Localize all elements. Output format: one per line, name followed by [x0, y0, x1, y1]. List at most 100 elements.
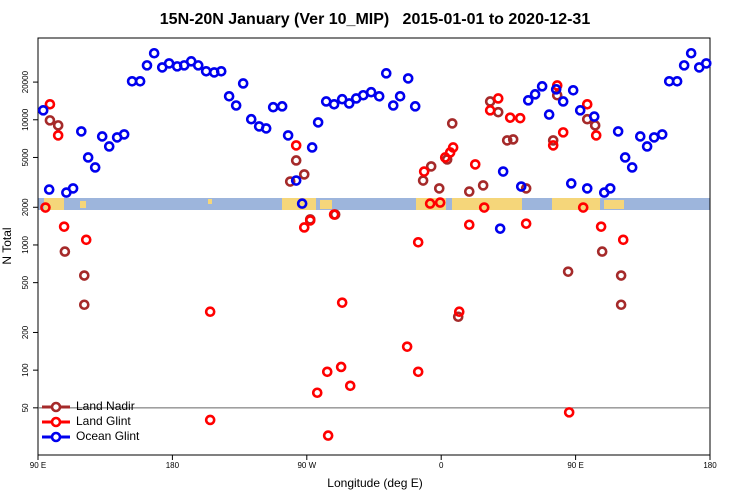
data-point	[365, 86, 377, 98]
data-point	[446, 118, 458, 129]
data-point	[536, 81, 548, 92]
data-point	[494, 223, 506, 234]
data-point	[463, 186, 475, 197]
data-point	[617, 234, 629, 246]
data-point	[412, 237, 424, 248]
data-point	[267, 101, 279, 113]
data-point	[433, 183, 445, 194]
x-axis-label: Longitude (deg E)	[327, 476, 422, 490]
data-point	[596, 246, 608, 257]
data-point	[200, 65, 212, 77]
data-point	[567, 84, 579, 96]
data-point	[89, 162, 101, 173]
data-point	[543, 109, 555, 120]
data-point	[343, 98, 355, 109]
data-point	[312, 117, 324, 128]
legend-label: Land Glint	[76, 414, 131, 428]
data-point	[563, 407, 575, 418]
data-point	[434, 197, 446, 208]
data-point	[52, 130, 64, 141]
data-point	[328, 209, 340, 220]
data-point	[685, 47, 697, 59]
data-point	[463, 219, 475, 231]
data-point	[298, 169, 310, 180]
legend-label: Land Nadir	[76, 399, 135, 413]
data-point	[565, 178, 577, 189]
data-point	[547, 135, 559, 146]
data-point	[671, 75, 683, 87]
data-point	[290, 140, 302, 151]
data-point	[103, 141, 115, 152]
data-point	[304, 215, 316, 226]
data-point	[514, 112, 526, 124]
data-point	[373, 90, 385, 102]
data-point	[148, 47, 160, 59]
data-point	[452, 311, 464, 323]
legend-label: Ocean Glint	[76, 429, 140, 443]
data-point	[595, 221, 607, 232]
data-point	[204, 414, 216, 426]
y-tick-label: 20000	[21, 70, 30, 93]
data-point	[402, 73, 414, 84]
data-point	[43, 184, 55, 195]
data-point	[447, 142, 459, 153]
data-point	[529, 89, 541, 100]
data-point	[550, 84, 562, 95]
data-point	[515, 181, 527, 192]
data-point	[298, 222, 310, 233]
data-point	[245, 113, 257, 125]
data-point	[58, 221, 70, 232]
data-point	[40, 202, 51, 213]
data-point	[335, 361, 347, 373]
data-point	[425, 161, 437, 172]
data-point	[96, 131, 108, 142]
data-point	[678, 60, 690, 71]
data-point	[311, 387, 323, 399]
data-point	[296, 198, 308, 209]
map-strip	[38, 198, 710, 210]
data-point	[557, 127, 569, 138]
data-point	[59, 246, 71, 257]
data-point	[477, 180, 489, 191]
data-point	[557, 96, 569, 107]
data-point	[581, 183, 593, 194]
legend-marker	[50, 431, 62, 443]
data-point	[484, 105, 496, 116]
x-tick-label: 180	[166, 461, 180, 470]
x-tick-label: 90 E	[567, 461, 583, 470]
data-point	[520, 218, 532, 229]
data-point	[615, 299, 627, 311]
data-point	[604, 183, 616, 194]
data-point	[192, 60, 204, 71]
data-point	[76, 126, 87, 137]
y-axis-label: N Total	[0, 227, 14, 264]
y-tick-label: 5000	[21, 148, 30, 166]
data-point	[284, 176, 296, 187]
data-point	[507, 134, 519, 145]
data-point	[141, 60, 153, 71]
data-point	[588, 111, 600, 122]
data-point	[619, 152, 631, 163]
x-tick-label: 0	[439, 461, 444, 470]
data-point	[230, 100, 242, 111]
data-point	[344, 380, 356, 392]
data-point	[118, 129, 130, 140]
data-point	[522, 95, 534, 106]
data-point	[418, 166, 430, 177]
data-point	[577, 202, 589, 213]
data-point	[37, 105, 49, 116]
data-point	[52, 120, 64, 131]
data-point	[551, 89, 563, 101]
data-point	[634, 131, 646, 142]
plot-frame	[37, 37, 711, 456]
data-point	[412, 366, 424, 378]
data-point	[497, 166, 509, 177]
data-point	[501, 135, 513, 146]
data-point	[306, 142, 318, 153]
data-point	[520, 183, 532, 194]
data-point	[469, 159, 481, 170]
y-tick-label: 200	[21, 325, 30, 339]
data-point	[260, 123, 272, 134]
data-point	[204, 306, 216, 318]
